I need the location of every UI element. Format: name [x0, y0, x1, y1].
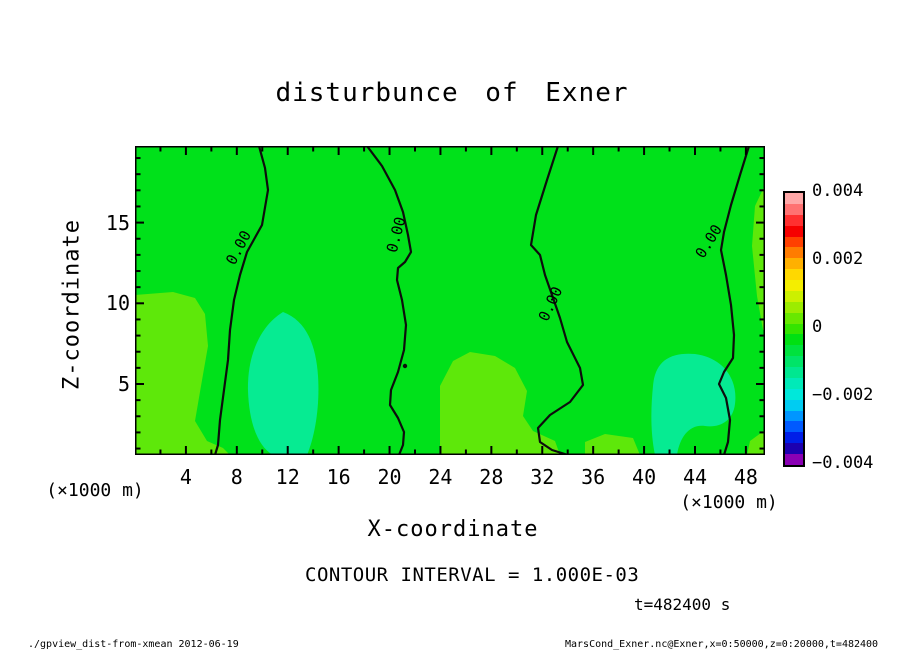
colorbar-tick-label: 0.004: [812, 181, 864, 201]
contour-interval-note: CONTOUR INTERVAL = 1.000E-03: [305, 564, 640, 586]
colorbar-band: [785, 301, 803, 313]
contour-minimum-dot: [402, 363, 408, 369]
x-tick-label: 4: [179, 465, 192, 489]
plot-canvas: 0.00 0.00 0.00 0.00: [135, 146, 765, 455]
x-tick-label: 24: [428, 465, 453, 489]
colorbar-band: [785, 388, 803, 400]
x-tick-label: 40: [632, 465, 657, 489]
zero-contour-lines: [213, 146, 751, 455]
x-tick-label: 32: [530, 465, 555, 489]
colorbar-band: [785, 323, 803, 335]
y-axis-title: Z-coordinate: [59, 219, 85, 390]
positive-anomaly-patches: [135, 185, 765, 455]
colorbar-band: [785, 334, 803, 346]
colorbar-band: [785, 247, 803, 259]
x-tick-label: 28: [479, 465, 504, 489]
x-tick-label: 48: [733, 465, 758, 489]
contour-line-3: [529, 146, 585, 455]
colorbar-band: [785, 280, 803, 291]
colorbar-tick-label: 0: [812, 317, 823, 337]
colorbar-band: [785, 312, 803, 324]
colorbar: [783, 191, 805, 467]
footer-command-line: ./gpview_dist-from-xmean 2012-06-19: [28, 639, 239, 650]
colorbar-band: [785, 236, 803, 248]
footer-source-info: MarsCond_Exner.nc@Exner,x=0:50000,z=0:20…: [565, 639, 879, 650]
colorbar-band: [785, 410, 803, 422]
colorbar-band: [785, 356, 803, 367]
chart-title: disturbunce of Exner: [275, 78, 629, 108]
colorbar-band: [785, 225, 803, 237]
colorbar-band: [785, 290, 803, 302]
x-tick-label: 16: [326, 465, 351, 489]
colorbar-tick-label: −0.004: [812, 453, 874, 473]
colorbar-band: [785, 367, 803, 378]
colorbar-band: [785, 377, 803, 389]
colorbar-band: [785, 454, 803, 465]
y-tick-label: 5: [117, 372, 130, 396]
colorbar-band: [785, 258, 803, 270]
colorbar-band: [785, 193, 803, 204]
x-tick-label: 12: [275, 465, 300, 489]
colorbar-band: [785, 443, 803, 454]
colorbar-tick-label: 0.002: [812, 249, 864, 269]
y-tick-label: 15: [105, 210, 130, 235]
contour-line-2: [365, 146, 413, 455]
colorbar-band: [785, 214, 803, 226]
colorbar-band: [785, 432, 803, 444]
x-tick-label: 8: [230, 465, 243, 489]
colorbar-band: [785, 421, 803, 433]
colorbar-band: [785, 345, 803, 357]
x-axis-unit-label: (×1000 m): [680, 492, 778, 513]
x-tick-label: 36: [581, 465, 606, 489]
time-stamp: t=482400 s: [634, 595, 731, 614]
contour-line-4: [717, 146, 751, 455]
x-axis-title: X-coordinate: [367, 517, 539, 542]
x-tick-label: 44: [682, 465, 708, 489]
colorbar-band: [785, 269, 803, 280]
negative-anomaly-patches: [247, 312, 736, 455]
y-axis-unit-label: (×1000 m): [46, 480, 144, 501]
x-tick-label: 20: [377, 465, 402, 489]
contour-line-1: [213, 146, 270, 455]
colorbar-tick-label: −0.002: [812, 385, 874, 405]
colorbar-band: [785, 399, 803, 411]
colorbar-band: [785, 203, 803, 215]
y-tick-label: 10: [105, 291, 130, 316]
